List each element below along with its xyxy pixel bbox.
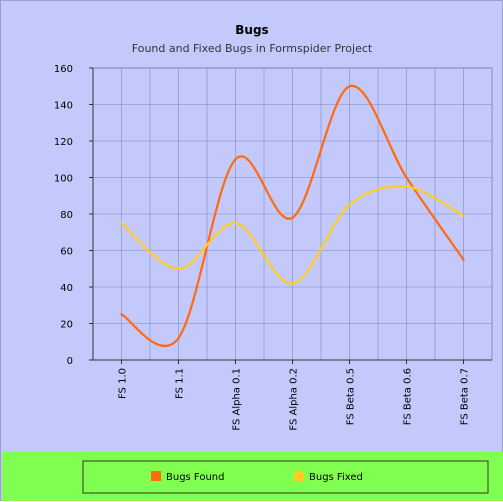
legend-label: Bugs Fixed (309, 472, 363, 483)
series-lines (120, 85, 465, 348)
data-point (348, 203, 351, 207)
chart-title: Bugs (235, 23, 268, 37)
legend: Bugs Found Bugs Fixed (82, 460, 489, 494)
x-tick-label: FS Beta 0.5 (346, 368, 357, 425)
data-point (234, 158, 237, 161)
legend-band (2, 452, 503, 501)
legend-swatch (151, 471, 161, 481)
data-point (405, 185, 408, 188)
data-point (120, 313, 123, 316)
data-point (234, 221, 237, 225)
y-tick-label: 160 (54, 64, 73, 75)
x-tick-label: FS 1.1 (175, 368, 186, 399)
chart-subtitle: Found and Fixed Bugs in Formspider Proje… (132, 42, 373, 55)
y-tick-label: 0 (67, 356, 73, 367)
x-tick-label: FS Beta 0.6 (403, 368, 414, 425)
x-tick-label: FS Alpha 0.1 (232, 368, 243, 431)
data-point (177, 336, 180, 340)
data-point (348, 85, 351, 88)
data-point (177, 267, 180, 270)
legend-label: Bugs Found (166, 472, 224, 483)
y-tick-label: 140 (54, 101, 73, 112)
x-axis: FS 1.0 FS 1.1 FS Alpha 0.1 FS Alpha 0.2 FS B… (93, 359, 492, 431)
x-tick-label: FS Beta 0.7 (460, 368, 471, 425)
legend-box (82, 460, 489, 494)
y-tick-label: 60 (60, 247, 73, 258)
data-point (291, 282, 294, 285)
legend-swatch (294, 471, 304, 481)
data-point (405, 176, 408, 179)
plot-grid (92, 67, 493, 361)
x-tick-label: FS Alpha 0.2 (289, 368, 300, 431)
data-point (462, 214, 465, 218)
y-tick-label: 100 (54, 174, 73, 185)
y-axis: 0 20 40 60 80 100 120 140 160 (54, 64, 94, 367)
data-point (462, 258, 465, 261)
data-point (120, 221, 123, 225)
data-point (291, 216, 294, 219)
y-tick-label: 80 (60, 210, 73, 221)
y-tick-label: 40 (60, 283, 73, 294)
y-tick-label: 20 (60, 320, 73, 331)
y-tick-label: 120 (54, 137, 73, 148)
x-tick-label: FS 1.0 (118, 368, 129, 399)
